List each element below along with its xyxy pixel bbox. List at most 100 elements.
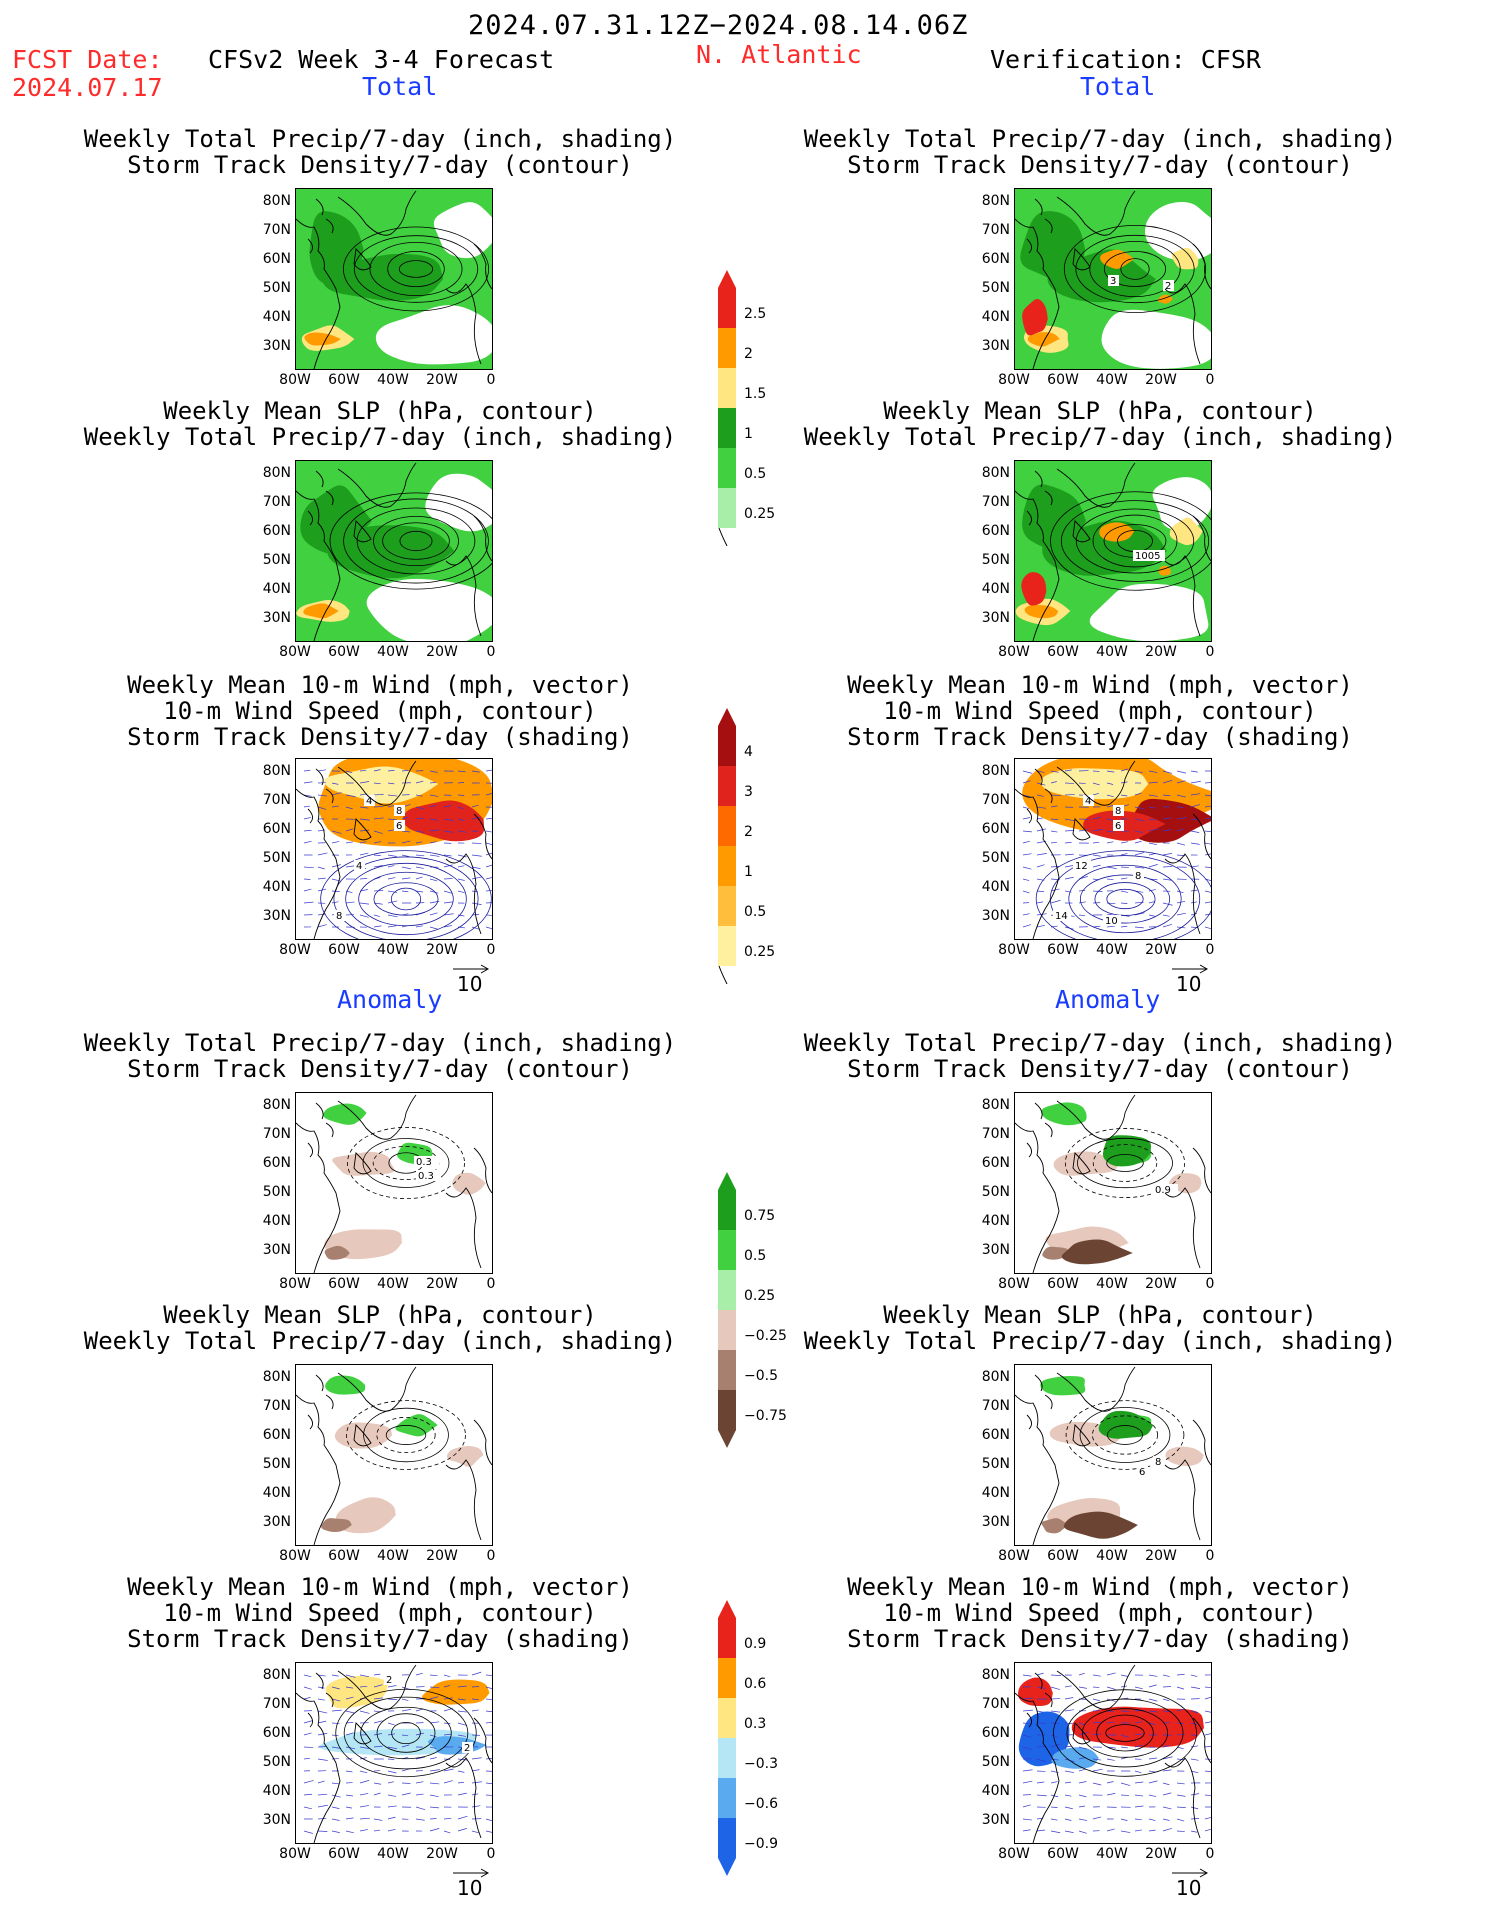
colorbar-precip_total-label: 1.5: [744, 386, 767, 402]
colorbar-precip_total-label: 2.5: [744, 306, 767, 322]
panel-title-total-wind-verification-line3: Storm Track Density/7-day (shading): [847, 723, 1353, 751]
lat-tick-label: 80N: [262, 763, 291, 779]
map-total-precip_storm-forecast: [295, 188, 493, 370]
colorbar-precip_anom-label: −0.75: [744, 1408, 787, 1424]
map-total-slp_precip-verification: 1005: [1014, 460, 1212, 642]
panel-title-anomaly-wind-verification-line1: Weekly Mean 10-m Wind (mph, vector): [847, 1573, 1353, 1601]
lon-tick-label: 60W: [328, 1548, 360, 1564]
lon-tick-label: 20W: [426, 372, 458, 388]
vector-reference-label: 10: [457, 1876, 483, 1900]
lon-tick-label: 40W: [1096, 1276, 1128, 1292]
panel-title-total-wind-forecast-line2: 10-m Wind Speed (mph, contour): [163, 697, 597, 725]
lat-tick-label: 60N: [262, 523, 291, 539]
panel-title-total-precip_storm-forecast-line1: Weekly Total Precip/7-day (inch, shading…: [83, 125, 677, 153]
colorbar-precip_total-label: 0.25: [744, 506, 776, 522]
svg-text:2: 2: [386, 1675, 392, 1686]
colorbar-precip_total-label: 1: [744, 426, 753, 442]
map-anomaly-precip_storm-verification: 0.9: [1014, 1092, 1212, 1274]
panel-title-total-wind-forecast-line1: Weekly Mean 10-m Wind (mph, vector): [127, 671, 633, 699]
lon-tick-label: 60W: [1047, 1276, 1079, 1292]
lat-tick-label: 40N: [981, 1783, 1010, 1799]
lat-tick-label: 30N: [262, 908, 291, 924]
colorbar-storm_total-label: 4: [744, 744, 753, 760]
lat-tick-label: 70N: [262, 222, 291, 238]
colorbar-precip_total-label: 0.5: [744, 466, 767, 482]
svg-text:14: 14: [1055, 911, 1068, 922]
colorbar-storm_anom-label: −0.6: [744, 1796, 778, 1812]
date-range: 2024.07.31.12Z−2024.08.14.06Z: [468, 10, 969, 41]
lon-tick-label: 0: [486, 1276, 496, 1292]
lat-tick-label: 50N: [981, 552, 1010, 568]
lon-tick-label: 40W: [377, 942, 409, 958]
svg-text:8: 8: [1155, 1457, 1161, 1468]
lat-tick-label: 40N: [981, 581, 1010, 597]
panel-title-anomaly-wind-verification-line2: 10-m Wind Speed (mph, contour): [883, 1599, 1317, 1627]
lat-tick-label: 30N: [262, 1812, 291, 1828]
lat-tick-label: 60N: [262, 821, 291, 837]
lon-tick-label: 0: [1205, 942, 1215, 958]
svg-text:4: 4: [366, 796, 372, 807]
lon-tick-label: 80W: [279, 1276, 311, 1292]
vector-reference-label: 10: [457, 972, 483, 996]
colorbar-precip_anom-label: −0.5: [744, 1368, 778, 1384]
colorbar-storm_total-label: 0.25: [744, 944, 776, 960]
svg-text:0.9: 0.9: [1155, 1185, 1171, 1196]
lat-tick-label: 80N: [262, 1097, 291, 1113]
svg-text:4: 4: [356, 861, 362, 872]
lat-tick-label: 80N: [981, 193, 1010, 209]
vector-reference-label: 10: [1176, 1876, 1202, 1900]
svg-text:0.3: 0.3: [416, 1157, 432, 1168]
lon-tick-label: 40W: [1096, 644, 1128, 660]
lat-tick-label: 30N: [981, 338, 1010, 354]
lon-tick-label: 60W: [1047, 1846, 1079, 1862]
colorbar-storm_total: [718, 708, 736, 984]
colorbar-storm_anom-label: 0.6: [744, 1676, 767, 1692]
colorbar-precip_anom-label: −0.25: [744, 1328, 787, 1344]
panel-title-anomaly-slp_precip-forecast-line2: Weekly Total Precip/7-day (inch, shading…: [83, 1327, 677, 1355]
lat-tick-label: 40N: [262, 581, 291, 597]
map-total-wind-forecast: 4 8 6 4 8: [295, 758, 493, 940]
forecast-title: CFSv2 Week 3-4 Forecast: [208, 45, 555, 74]
lon-tick-label: 60W: [328, 644, 360, 660]
colorbar-storm_total-label: 0.5: [744, 904, 767, 920]
lat-tick-label: 60N: [262, 1427, 291, 1443]
panel-title-total-wind-verification-line2: 10-m Wind Speed (mph, contour): [883, 697, 1317, 725]
lat-tick-label: 40N: [262, 1213, 291, 1229]
lat-tick-label: 80N: [262, 465, 291, 481]
fcst-date-value: 2024.07.17: [12, 73, 163, 102]
svg-text:1005: 1005: [1135, 551, 1160, 562]
lat-tick-label: 30N: [262, 1242, 291, 1258]
lat-tick-label: 70N: [981, 1398, 1010, 1414]
svg-text:12: 12: [1075, 861, 1088, 872]
lat-tick-label: 80N: [981, 1369, 1010, 1385]
vector-reference-label: 10: [1176, 972, 1202, 996]
lon-tick-label: 80W: [279, 942, 311, 958]
colorbar-precip_anom-label: 0.25: [744, 1288, 776, 1304]
lon-tick-label: 0: [486, 1548, 496, 1564]
colorbar-storm_anom: [718, 1600, 736, 1876]
lon-tick-label: 0: [1205, 372, 1215, 388]
svg-text:8: 8: [1115, 806, 1121, 817]
lat-tick-label: 80N: [262, 193, 291, 209]
lon-tick-label: 20W: [426, 1846, 458, 1862]
lat-tick-label: 70N: [262, 494, 291, 510]
lat-tick-label: 40N: [262, 309, 291, 325]
lon-tick-label: 60W: [1047, 644, 1079, 660]
lat-tick-label: 30N: [981, 908, 1010, 924]
lat-tick-label: 80N: [981, 763, 1010, 779]
lat-tick-label: 70N: [262, 1696, 291, 1712]
lat-tick-label: 50N: [262, 1456, 291, 1472]
lat-tick-label: 80N: [981, 1097, 1010, 1113]
lon-tick-label: 20W: [1145, 372, 1177, 388]
panel-title-anomaly-wind-forecast-line1: Weekly Mean 10-m Wind (mph, vector): [127, 1573, 633, 1601]
lon-tick-label: 20W: [1145, 942, 1177, 958]
lat-tick-label: 50N: [981, 1754, 1010, 1770]
panel-title-anomaly-slp_precip-verification-line1: Weekly Mean SLP (hPa, contour): [883, 1301, 1317, 1329]
lon-tick-label: 40W: [377, 1846, 409, 1862]
colorbar-storm_anom-label: 0.9: [744, 1636, 767, 1652]
lat-tick-label: 80N: [981, 465, 1010, 481]
lon-tick-label: 20W: [1145, 1548, 1177, 1564]
lat-tick-label: 70N: [981, 792, 1010, 808]
